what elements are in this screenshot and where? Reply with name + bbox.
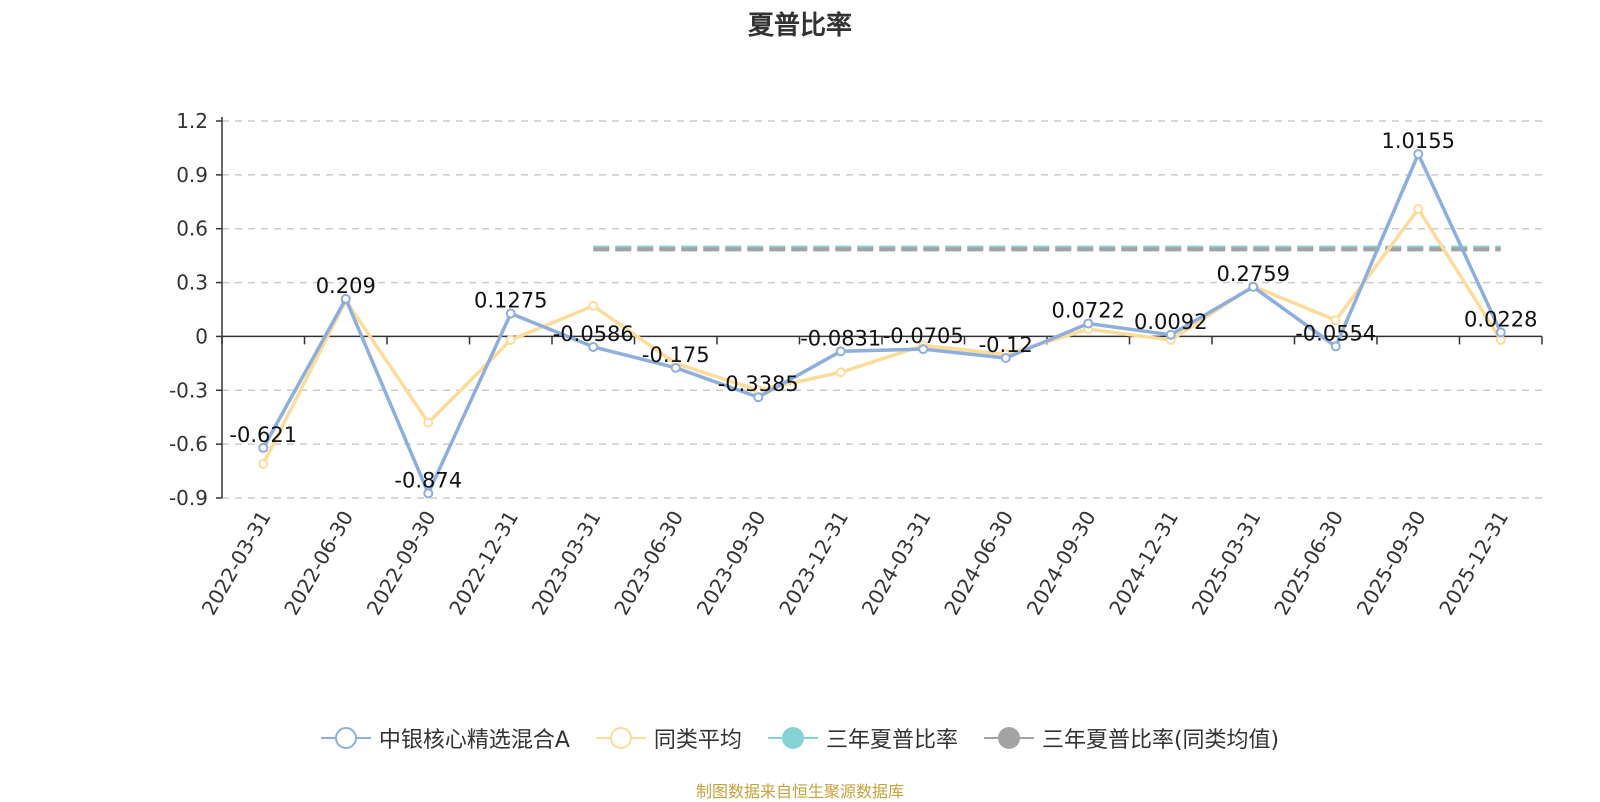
data-point: [588, 341, 599, 352]
legend-item-fund[interactable]: 中银核心精选混合A: [320, 722, 570, 754]
x-tick-label: 2022-06-30: [279, 507, 358, 620]
data-point: [1330, 341, 1341, 352]
data-point: [505, 335, 516, 346]
data-point: [670, 362, 681, 373]
data-label: 0.209: [316, 274, 376, 298]
data-label: -0.874: [394, 468, 462, 492]
data-label: -0.0554: [1295, 321, 1376, 345]
data-source-note: 制图数据来自恒生聚源数据库: [695, 782, 904, 801]
data-point: [588, 300, 599, 311]
legend-label: 三年夏普比率(同类均值): [1041, 728, 1280, 753]
data-label: 0.0722: [1052, 298, 1125, 322]
x-tick-label: 2023-03-31: [527, 507, 606, 620]
legend-filled-circle-icon: [983, 727, 1034, 749]
series-line: [261, 152, 1503, 496]
data-label: -0.175: [642, 343, 710, 367]
data-point: [340, 293, 351, 304]
x-tick-label: 2023-12-31: [774, 507, 853, 620]
data-labels: -0.621 0.209 -0.874 0.1275-0.0586 -0.175 -0.3…: [229, 129, 1537, 492]
series-lines: [258, 149, 1506, 499]
data-point: [835, 367, 846, 378]
x-tick-label: 2025-03-31: [1187, 507, 1266, 620]
y-tick-label: 0.3: [176, 271, 208, 295]
x-tick-label: 2024-12-31: [1104, 507, 1183, 620]
y-axis: 1.2 0.9 0.6 0.3 0 -0.3 -0.6 -0.9: [169, 109, 223, 510]
data-label: -0.0831: [800, 326, 881, 350]
data-point: [835, 346, 846, 357]
data-label: -0.621: [229, 423, 297, 447]
data-point: [423, 488, 434, 499]
legend-item-peer-average[interactable]: 同类平均: [595, 722, 742, 754]
x-tick-label: 2024-06-30: [939, 507, 1018, 620]
y-tick-label: 1.2: [176, 109, 208, 133]
data-label: -0.0586: [553, 322, 634, 346]
legend-label: 三年夏普比率: [825, 728, 958, 753]
data-label: 0.0092: [1134, 310, 1207, 334]
legend-hollow-circle-icon: [320, 727, 371, 749]
legend-label: 同类平均: [653, 728, 742, 753]
data-label: -0.12: [979, 333, 1033, 357]
x-tick-label: 2023-09-30: [692, 507, 771, 620]
data-label: -0.0705: [883, 324, 964, 348]
x-tick-label: 2022-09-30: [362, 507, 441, 620]
data-point: [1495, 327, 1506, 338]
y-tick-label: -0.3: [169, 378, 208, 402]
data-point: [1248, 281, 1259, 292]
data-point: [1000, 352, 1011, 363]
y-tick-label: 0: [195, 324, 208, 348]
y-tick-label: -0.6: [169, 432, 208, 456]
data-point: [918, 344, 929, 355]
data-point: [1413, 149, 1424, 160]
y-tick-label: 0.9: [176, 163, 208, 187]
y-tick-label: 0.6: [176, 217, 208, 241]
data-point: [753, 392, 764, 403]
chart-title: 夏普比率: [748, 10, 852, 41]
data-label: 0.0228: [1464, 307, 1537, 331]
legend-filled-circle-icon: [767, 727, 818, 749]
data-point: [1083, 318, 1094, 329]
legend-hollow-circle-icon: [595, 727, 646, 749]
data-point: [1413, 203, 1424, 214]
x-tick-label: 2025-06-30: [1269, 507, 1348, 620]
legend-label: 中银核心精选混合A: [378, 728, 570, 753]
legend-item-three-year[interactable]: 三年夏普比率: [767, 722, 958, 754]
x-tick-label: 2022-03-31: [197, 507, 276, 620]
data-point: [423, 417, 434, 428]
legend: 中银核心精选混合A 同类平均 三年夏普比率 三年夏普比率(同类均值): [0, 718, 1600, 758]
three-year-sharpe-lines: [593, 245, 1501, 252]
x-tick-label: 2025-09-30: [1352, 507, 1431, 620]
x-tick-label: 2024-09-30: [1022, 507, 1101, 620]
series-line: [261, 207, 1503, 465]
data-point: [258, 442, 269, 453]
data-label: 0.1275: [474, 289, 547, 313]
data-point: [1165, 329, 1176, 340]
data-label: -0.3385: [718, 372, 799, 396]
data-label: 1.0155: [1382, 129, 1455, 153]
y-tick-label: -0.9: [169, 486, 208, 510]
x-tick-label: 2023-06-30: [609, 507, 688, 620]
data-label: 0.2759: [1217, 262, 1290, 286]
x-tick-label: 2024-03-31: [857, 507, 936, 620]
x-tick-label: 2025-12-31: [1434, 507, 1513, 620]
data-point: [1330, 315, 1341, 326]
data-point: [258, 458, 269, 469]
legend-item-three-year-peer[interactable]: 三年夏普比率(同类均值): [983, 722, 1280, 754]
x-tick-label: 2022-12-31: [444, 507, 523, 620]
data-point: [505, 308, 516, 319]
